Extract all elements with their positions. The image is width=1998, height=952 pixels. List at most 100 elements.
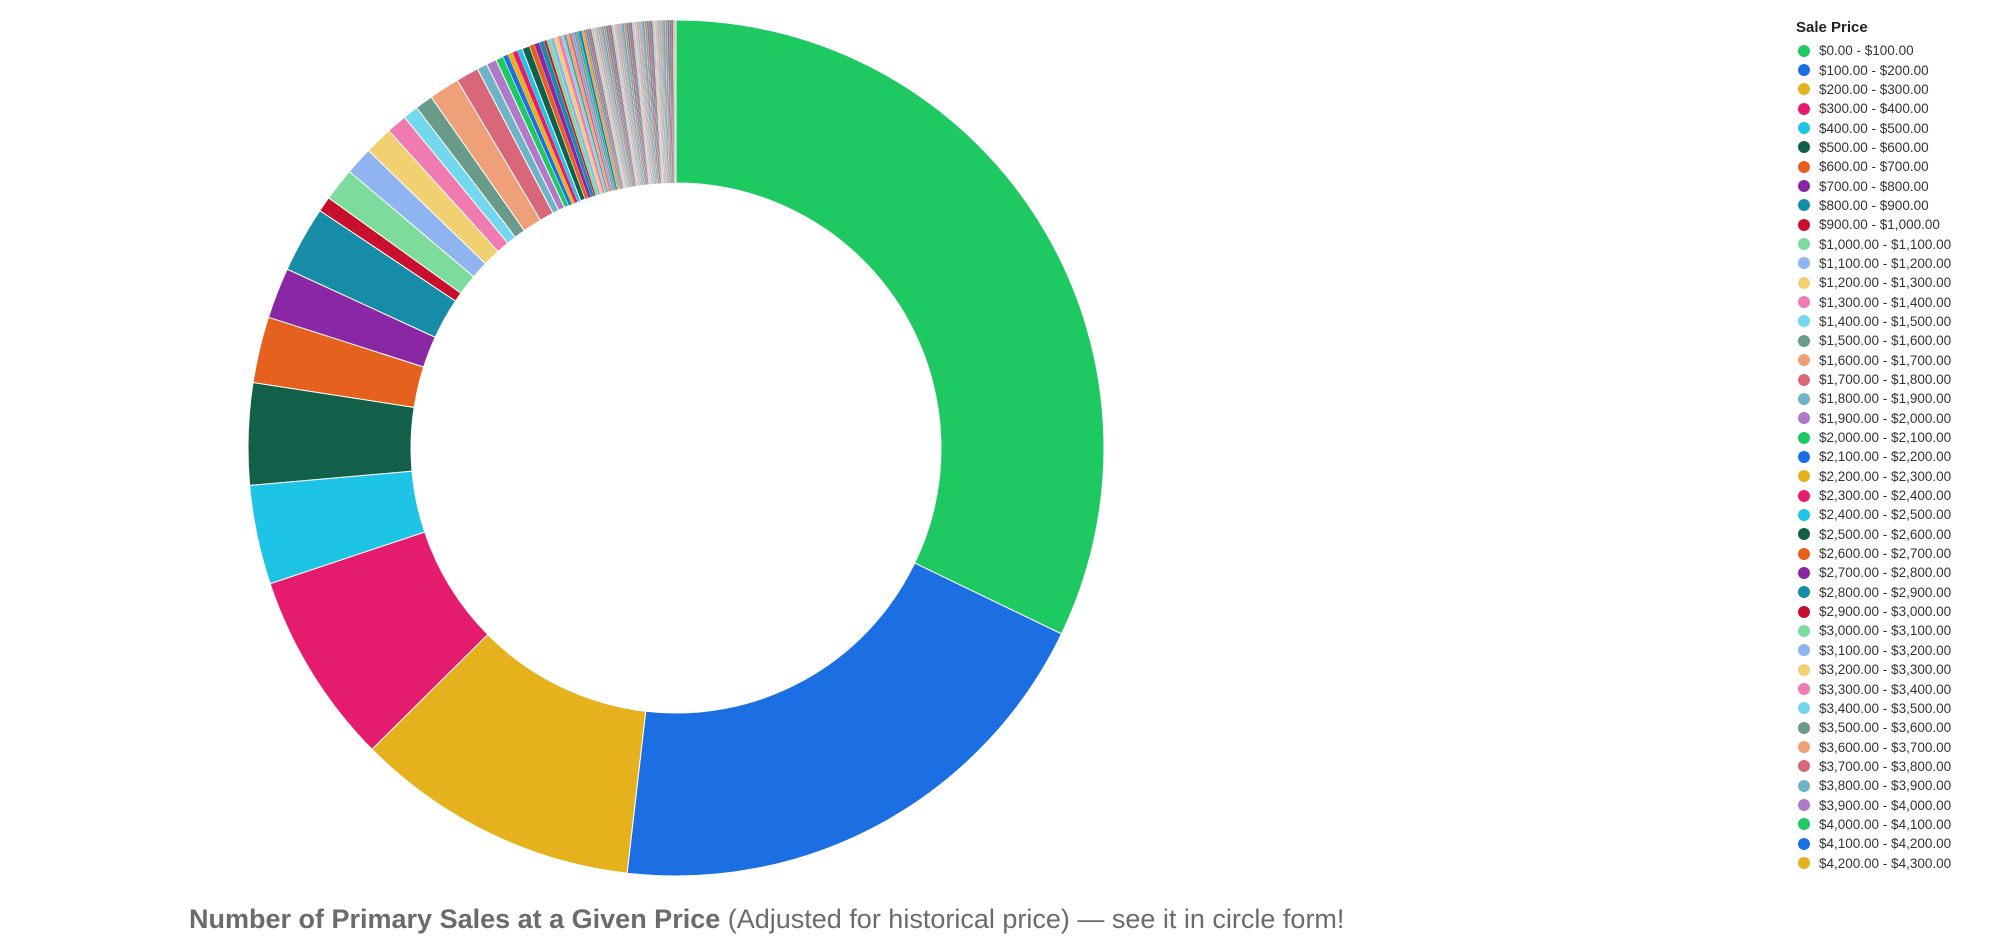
legend-swatch [1798, 122, 1810, 135]
legend-label: $3,100.00 - $3,200.00 [1819, 642, 1952, 658]
legend-label: $2,000.00 - $2,100.00 [1819, 430, 1952, 446]
legend-item[interactable]: $2,100.00 - $2,200.00 [1796, 447, 1996, 466]
legend-item[interactable]: $2,500.00 - $2,600.00 [1796, 525, 1996, 544]
legend-item[interactable]: $300.00 - $400.00 [1796, 99, 1996, 118]
legend-item[interactable]: $1,900.00 - $2,000.00 [1796, 409, 1996, 428]
legend-label: $1,900.00 - $2,000.00 [1819, 410, 1952, 426]
legend-item[interactable]: $200.00 - $300.00 [1796, 80, 1996, 99]
legend-item[interactable]: $1,200.00 - $1,300.00 [1796, 273, 1996, 292]
legend-swatch [1798, 199, 1810, 212]
legend-swatch [1798, 44, 1810, 57]
legend-label: $1,000.00 - $1,100.00 [1819, 236, 1952, 252]
legend-swatch [1798, 354, 1810, 367]
legend-item[interactable]: $500.00 - $600.00 [1796, 138, 1996, 157]
legend-swatch [1798, 470, 1810, 483]
legend-item[interactable]: $2,800.00 - $2,900.00 [1796, 583, 1996, 602]
legend-label: $3,200.00 - $3,300.00 [1819, 662, 1952, 678]
legend-item[interactable]: $400.00 - $500.00 [1796, 118, 1996, 137]
legend-item[interactable]: $2,600.00 - $2,700.00 [1796, 544, 1996, 563]
legend-label: $500.00 - $600.00 [1819, 139, 1929, 155]
legend-item[interactable]: $1,000.00 - $1,100.00 [1796, 234, 1996, 253]
legend-item[interactable]: $3,600.00 - $3,700.00 [1796, 737, 1996, 756]
legend-label: $3,600.00 - $3,700.00 [1819, 739, 1952, 755]
legend-item[interactable]: $1,400.00 - $1,500.00 [1796, 312, 1996, 331]
legend-swatch [1798, 566, 1810, 579]
legend-swatch [1798, 64, 1810, 77]
legend-item[interactable]: $1,100.00 - $1,200.00 [1796, 254, 1996, 273]
legend-item[interactable]: $0.00 - $100.00 [1796, 41, 1996, 60]
legend-item[interactable]: $2,900.00 - $3,000.00 [1796, 602, 1996, 621]
legend-swatch [1798, 489, 1810, 502]
legend-swatch [1798, 605, 1810, 618]
legend-label: $2,500.00 - $2,600.00 [1819, 526, 1952, 542]
legend-item[interactable]: $4,000.00 - $4,100.00 [1796, 815, 1996, 834]
legend-label: $100.00 - $200.00 [1819, 62, 1929, 78]
legend-label: $4,000.00 - $4,100.00 [1819, 816, 1952, 832]
donut-chart [247, 19, 1105, 877]
caption-title: Number of Primary Sales at a Given Price [189, 904, 721, 934]
legend-item[interactable]: $1,300.00 - $1,400.00 [1796, 292, 1996, 311]
legend-swatch [1798, 779, 1810, 792]
legend-item[interactable]: $3,000.00 - $3,100.00 [1796, 621, 1996, 640]
legend-item[interactable]: $3,300.00 - $3,400.00 [1796, 679, 1996, 698]
legend-swatch [1798, 296, 1810, 309]
legend-item[interactable]: $3,700.00 - $3,800.00 [1796, 757, 1996, 776]
donut-slice[interactable] [674, 19, 677, 184]
legend-item[interactable]: $100.00 - $200.00 [1796, 60, 1996, 79]
legend-swatch [1798, 450, 1810, 463]
legend-label: $2,700.00 - $2,800.00 [1819, 565, 1952, 581]
legend-item[interactable]: $3,200.00 - $3,300.00 [1796, 660, 1996, 679]
legend-label: $1,700.00 - $1,800.00 [1819, 372, 1952, 388]
legend-label: $2,800.00 - $2,900.00 [1819, 584, 1952, 600]
legend-swatch [1798, 83, 1810, 96]
legend-item[interactable]: $1,500.00 - $1,600.00 [1796, 331, 1996, 350]
legend-item[interactable]: $2,700.00 - $2,800.00 [1796, 563, 1996, 582]
legend-label: $3,700.00 - $3,800.00 [1819, 758, 1952, 774]
legend-swatch [1798, 683, 1810, 696]
legend-item[interactable]: $4,100.00 - $4,200.00 [1796, 834, 1996, 853]
legend-item[interactable]: $1,600.00 - $1,700.00 [1796, 351, 1996, 370]
legend-label: $3,900.00 - $4,000.00 [1819, 797, 1952, 813]
legend-label: $0.00 - $100.00 [1819, 43, 1914, 59]
legend-swatch [1798, 547, 1810, 560]
legend-label: $2,200.00 - $2,300.00 [1819, 468, 1952, 484]
legend-swatch [1798, 180, 1810, 193]
legend-label: $4,200.00 - $4,300.00 [1819, 855, 1952, 871]
legend-label: $3,500.00 - $3,600.00 [1819, 720, 1952, 736]
legend-label: $3,800.00 - $3,900.00 [1819, 778, 1952, 794]
legend-swatch [1798, 218, 1810, 231]
legend-swatch [1798, 741, 1810, 754]
legend-swatch [1798, 721, 1810, 734]
legend-item[interactable]: $700.00 - $800.00 [1796, 176, 1996, 195]
legend-label: $2,100.00 - $2,200.00 [1819, 449, 1952, 465]
legend-item[interactable]: $600.00 - $700.00 [1796, 157, 1996, 176]
legend-swatch [1798, 760, 1810, 773]
legend-items: $0.00 - $100.00 $100.00 - $200.00 $200.00 … [1796, 41, 1996, 873]
legend-swatch [1798, 857, 1810, 870]
legend-item[interactable]: $1,700.00 - $1,800.00 [1796, 370, 1996, 389]
legend-item[interactable]: $3,100.00 - $3,200.00 [1796, 641, 1996, 660]
legend-item[interactable]: $2,300.00 - $2,400.00 [1796, 486, 1996, 505]
legend-label: $4,100.00 - $4,200.00 [1819, 836, 1952, 852]
legend-item[interactable]: $800.00 - $900.00 [1796, 196, 1996, 215]
legend-item[interactable]: $2,000.00 - $2,100.00 [1796, 428, 1996, 447]
legend-label: $400.00 - $500.00 [1819, 120, 1929, 136]
legend-item[interactable]: $3,500.00 - $3,600.00 [1796, 718, 1996, 737]
legend-item[interactable]: $4,200.00 - $4,300.00 [1796, 853, 1996, 872]
legend-item[interactable]: $900.00 - $1,000.00 [1796, 215, 1996, 234]
legend-item[interactable]: $3,400.00 - $3,500.00 [1796, 699, 1996, 718]
legend-label: $3,300.00 - $3,400.00 [1819, 681, 1952, 697]
legend-item[interactable]: $1,800.00 - $1,900.00 [1796, 389, 1996, 408]
donut-slice[interactable] [675, 19, 1105, 635]
donut-slice[interactable] [626, 562, 1063, 877]
legend-item[interactable]: $2,400.00 - $2,500.00 [1796, 505, 1996, 524]
legend-item[interactable]: $3,900.00 - $4,000.00 [1796, 795, 1996, 814]
legend-swatch [1798, 160, 1810, 173]
legend-item[interactable]: $3,800.00 - $3,900.00 [1796, 776, 1996, 795]
legend-label: $1,100.00 - $1,200.00 [1819, 255, 1952, 271]
legend-label: $1,500.00 - $1,600.00 [1819, 333, 1952, 349]
legend-item[interactable]: $2,200.00 - $2,300.00 [1796, 467, 1996, 486]
legend-swatch [1798, 431, 1810, 444]
legend-swatch [1798, 663, 1810, 676]
legend-swatch [1798, 238, 1810, 251]
